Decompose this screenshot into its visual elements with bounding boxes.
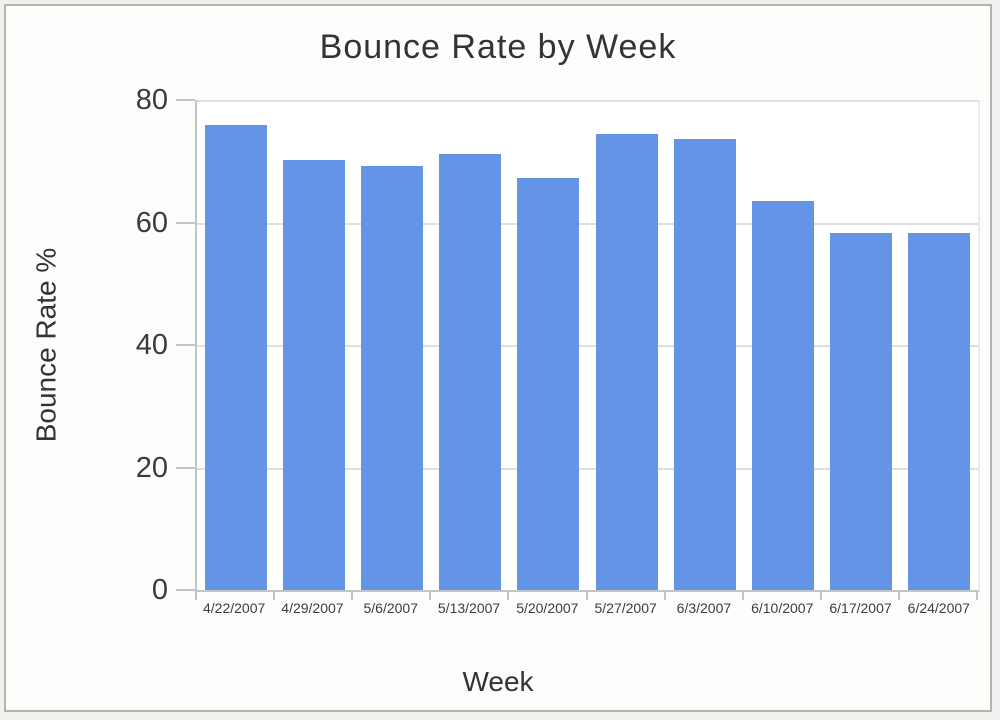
- x-tick-mark: [897, 592, 900, 600]
- x-tick-label: 6/17/2007: [829, 600, 892, 616]
- y-tick-label: 20: [135, 451, 168, 484]
- bar: [829, 232, 892, 590]
- x-tick-label: 5/6/2007: [363, 600, 418, 616]
- gridline-80: [197, 100, 978, 102]
- chart-panel: Bounce Rate by Week Bounce Rate % 0 20 40 6…: [4, 4, 992, 712]
- bar-slot: [666, 100, 744, 590]
- x-tick-mark: [741, 592, 744, 600]
- gridline-40: [197, 345, 978, 347]
- bar-slot: [275, 100, 353, 590]
- x-tick-mark: [507, 592, 510, 600]
- gridline-20: [197, 467, 978, 470]
- bar: [439, 153, 502, 590]
- plot-area: [195, 100, 980, 592]
- y-tick-label: 0: [151, 574, 168, 606]
- bars-container: [197, 100, 978, 590]
- x-tick-label: 4/22/2007: [203, 600, 266, 616]
- x-tick-mark: [351, 592, 354, 600]
- x-tick-label: 5/20/2007: [516, 600, 579, 616]
- x-tick-mark: [195, 592, 197, 600]
- bar: [283, 160, 346, 590]
- x-tick-label: 6/3/2007: [676, 600, 732, 616]
- x-tick-mark: [976, 592, 978, 600]
- bar-slot: [353, 100, 431, 590]
- bar-slot: [509, 100, 587, 590]
- bar: [673, 138, 736, 590]
- bar: [361, 166, 424, 590]
- bar-slot: [822, 100, 900, 590]
- chart-title: Bounce Rate by Week: [319, 28, 677, 66]
- bar-slot: [744, 100, 822, 590]
- x-tick-mark: [273, 592, 276, 600]
- y-tick-label: 40: [135, 329, 168, 361]
- bar-slot: [197, 100, 275, 590]
- x-tick-label: 6/10/2007: [751, 600, 814, 616]
- x-tick-mark: [429, 592, 432, 600]
- x-tick-mark: [585, 592, 588, 600]
- y-tick-label: 80: [135, 84, 168, 116]
- bar: [517, 177, 580, 590]
- bar: [205, 124, 268, 590]
- bar-slot: [431, 100, 509, 590]
- x-tick-label: 6/24/2007: [907, 600, 970, 616]
- x-axis-labels: 4/22/2007 4/29/2007 5/6/2007 5/13/2007 5/20/…: [195, 600, 978, 616]
- x-axis-title: Week: [462, 666, 534, 697]
- bar: [751, 201, 814, 590]
- bar: [595, 134, 658, 590]
- gridline-60: [197, 222, 978, 225]
- y-tick-mark: [176, 466, 195, 469]
- y-tick-mark: [176, 221, 195, 224]
- bar-slot: [587, 100, 665, 590]
- x-tick-label: 5/27/2007: [594, 600, 657, 616]
- x-tick-mark: [819, 592, 822, 600]
- bar: [907, 232, 970, 590]
- y-tick-mark: [176, 589, 195, 591]
- y-tick-mark: [176, 344, 195, 346]
- bar-slot: [900, 100, 978, 590]
- x-tick-label: 5/13/2007: [437, 600, 501, 616]
- x-tick-mark: [663, 592, 666, 600]
- x-tick-label: 4/29/2007: [281, 600, 344, 616]
- y-tick-label: 60: [135, 206, 168, 239]
- y-tick-mark: [176, 99, 195, 101]
